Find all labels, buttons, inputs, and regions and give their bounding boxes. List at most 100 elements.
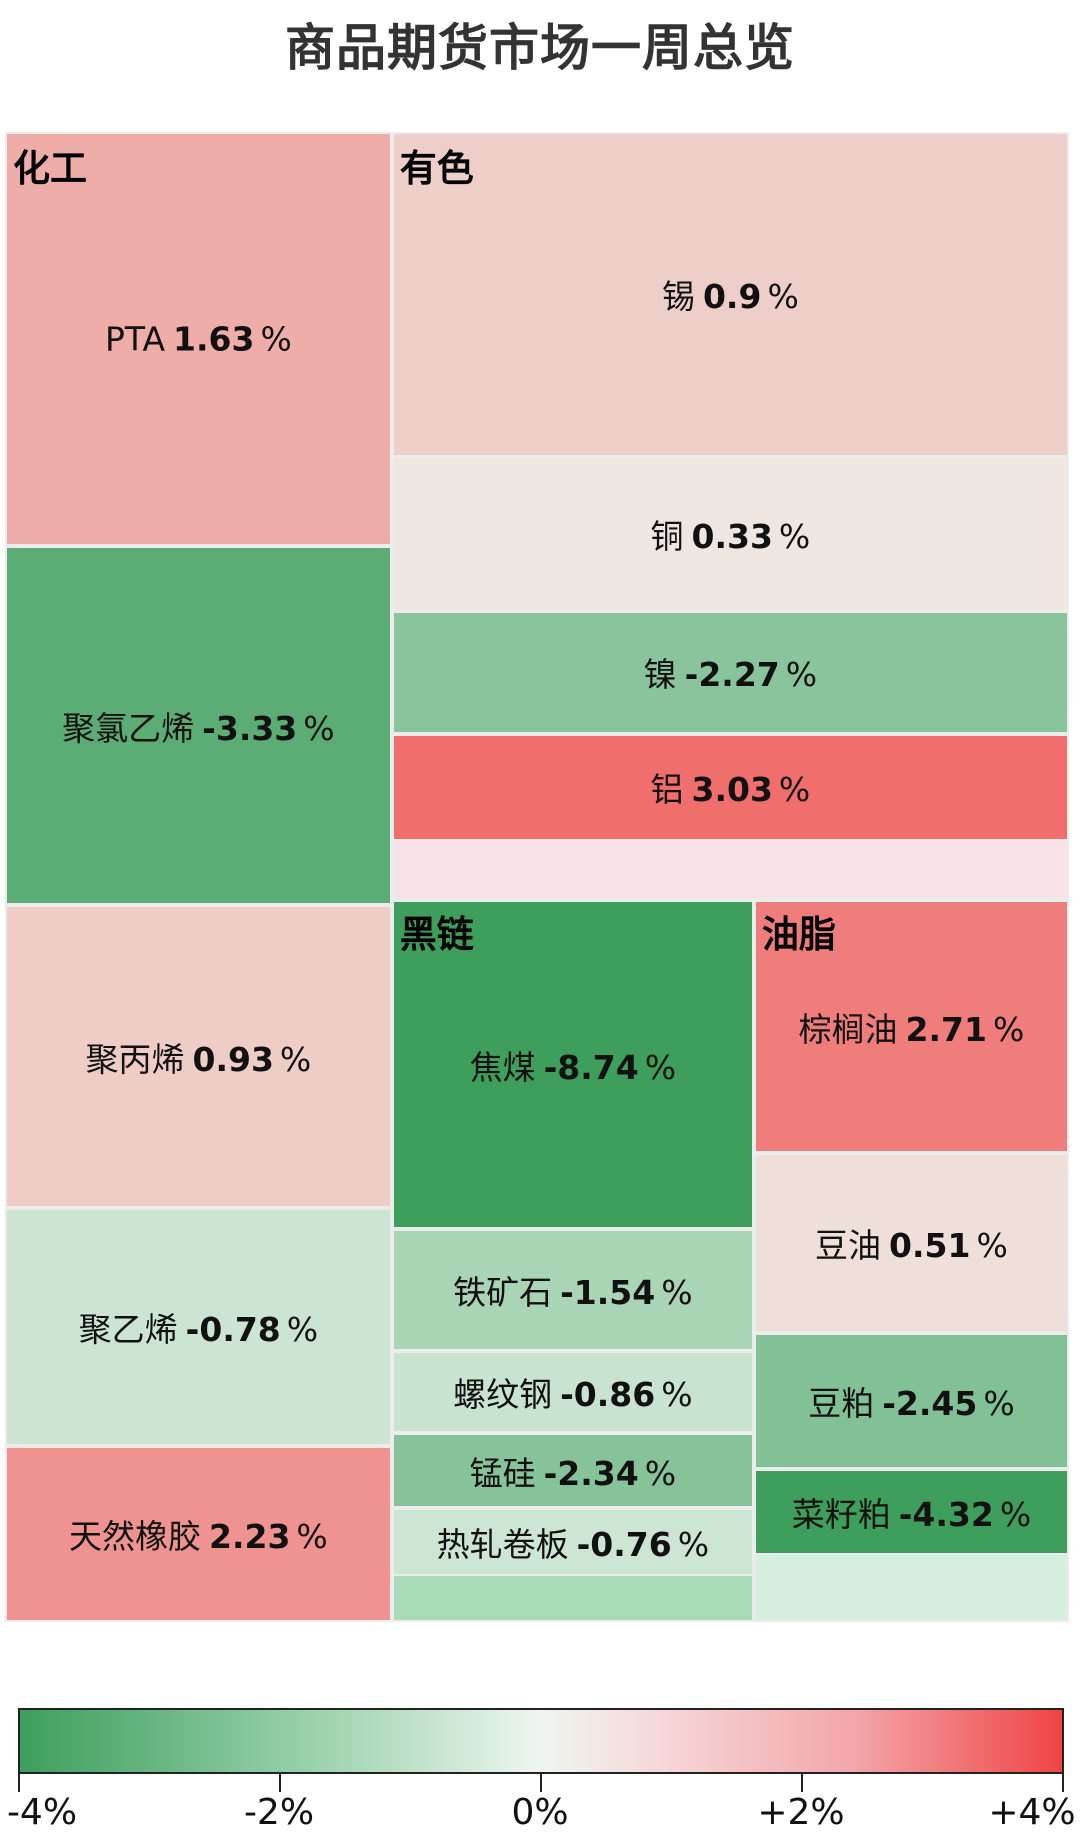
cell-name: 聚氯乙烯 xyxy=(62,708,195,748)
treemap-cell: 铁矿石 -1.54% xyxy=(391,1228,754,1351)
treemap-cell: 聚乙烯 -0.78% xyxy=(5,1207,392,1446)
cell-value: -2.27 xyxy=(684,655,780,695)
treemap-cell: 豆油 0.51% xyxy=(753,1152,1069,1334)
cell-name: 菜籽粕 xyxy=(791,1495,891,1535)
group-label: 化工 xyxy=(13,147,87,190)
cell-unit: % xyxy=(983,1384,1015,1424)
cell-value: -0.78 xyxy=(185,1309,281,1349)
cell-label: 锡 0.9% xyxy=(394,270,1067,318)
treemap-cell: 锡 0.9% xyxy=(391,132,1069,457)
group-label: 油脂 xyxy=(761,913,836,957)
treemap-cell: 焦煤 -8.74% xyxy=(391,900,754,1229)
treemap-cell: 铝 3.03% xyxy=(391,733,1069,841)
colorscale-tick-mark xyxy=(18,1774,20,1792)
cell-unit: % xyxy=(767,277,799,317)
colorscale-tick-label: +4% xyxy=(988,1792,1076,1833)
cell-label: 聚乙烯 -0.78% xyxy=(7,1303,390,1351)
cell-unit: % xyxy=(303,708,335,748)
cell-unit: % xyxy=(661,1375,693,1415)
cell-name: 镍 xyxy=(643,655,677,695)
colorscale-tick-mark xyxy=(279,1774,281,1792)
cell-unit: % xyxy=(976,1226,1008,1266)
cell-unit: % xyxy=(992,1009,1025,1049)
cell-label: 豆粕 -2.45% xyxy=(756,1377,1067,1425)
colorscale-tick-mark xyxy=(801,1774,803,1792)
cell-unit: % xyxy=(661,1272,693,1312)
cell-name: 铜 xyxy=(650,516,684,556)
cell-label: PTA 1.63% xyxy=(7,320,390,359)
colorscale-tick-label: 0% xyxy=(511,1792,569,1833)
cell-unit: % xyxy=(279,1039,312,1079)
treemap-cell: 豆粕 -2.45% xyxy=(753,1333,1069,1470)
cell-name: 螺纹钢 xyxy=(453,1375,553,1415)
cell-label: 锰硅 -2.34% xyxy=(394,1447,752,1495)
cell-label: 棕榈油 2.71% xyxy=(756,1003,1067,1051)
cell-value: 0.51 xyxy=(889,1226,971,1266)
colorscale-bar xyxy=(18,1708,1064,1774)
cell-label: 铁矿石 -1.54% xyxy=(394,1266,752,1314)
cell-value: -4.32 xyxy=(898,1495,994,1535)
cell-unit: % xyxy=(785,655,818,695)
group-label: 有色 xyxy=(399,147,474,190)
cell-label: 天然橡胶 2.23% xyxy=(7,1510,390,1558)
cell-value: 0.33 xyxy=(691,516,773,556)
treemap-cell: PTA 1.63% xyxy=(5,132,392,547)
treemap-cell: 聚氯乙烯 -3.33% xyxy=(5,546,392,906)
cell-name: 豆油 xyxy=(815,1226,882,1266)
cell-label: 铝 3.03% xyxy=(394,763,1067,811)
cell-label: 菜籽粕 -4.32% xyxy=(756,1488,1067,1536)
cell-name: 铝 xyxy=(650,770,684,810)
cell-value: 1.63 xyxy=(173,319,255,359)
cell-value: 2.71 xyxy=(905,1009,987,1049)
cell-name: 聚乙烯 xyxy=(78,1309,178,1349)
cell-unit: % xyxy=(286,1309,319,1349)
cell-name: PTA xyxy=(104,319,166,359)
colorscale-tick-label: -2% xyxy=(243,1792,315,1833)
cell-name: 聚丙烯 xyxy=(85,1039,185,1079)
cell-value: -0.76 xyxy=(576,1525,672,1565)
treemap-cell: 聚丙烯 0.93% xyxy=(5,905,392,1208)
colorscale-tick-mark xyxy=(540,1774,542,1792)
treemap-cell: 天然橡胶 2.23% xyxy=(5,1446,392,1622)
cell-label: 焦煤 -8.74% xyxy=(394,1041,752,1089)
cell-value: 0.9 xyxy=(702,277,762,317)
treemap-cell: 锰硅 -2.34% xyxy=(391,1433,754,1509)
cell-label: 螺纹钢 -0.86% xyxy=(394,1368,752,1416)
cell-unit: % xyxy=(644,1047,677,1087)
treemap-cell: 铜 0.33% xyxy=(391,456,1069,611)
chart-title: 商品期货市场一周总览 xyxy=(285,19,795,77)
cell-name: 豆粕 xyxy=(808,1384,875,1424)
cell-unit: % xyxy=(677,1525,710,1565)
treemap-cell: 镍 -2.27% xyxy=(391,610,1069,734)
cell-unit: % xyxy=(296,1517,328,1556)
colorscale-tick-label: -4% xyxy=(6,1792,78,1833)
cell-label: 豆油 0.51% xyxy=(756,1219,1067,1267)
cell-value: -0.86 xyxy=(560,1375,656,1415)
cell-value: -8.74 xyxy=(543,1047,639,1087)
treemap-cell: 螺纹钢 -0.86% xyxy=(391,1350,754,1434)
cell-label: 聚丙烯 0.93% xyxy=(7,1033,390,1081)
cell-name: 锡 xyxy=(661,277,695,317)
cell-value: -2.34 xyxy=(543,1453,639,1493)
cell-name: 焦煤 xyxy=(469,1047,536,1087)
cell-value: -3.33 xyxy=(202,708,298,748)
cell-unit: % xyxy=(778,516,811,556)
cell-label: 热轧卷板 -0.76% xyxy=(394,1518,752,1566)
cell-name: 铁矿石 xyxy=(453,1272,553,1312)
cell-unit: % xyxy=(644,1453,677,1493)
cell-unit: % xyxy=(260,319,292,359)
treemap-chart: PTA 1.63% 聚氯乙烯 -3.33% 聚丙烯 0.93% 聚乙烯 -0.78% 天然橡胶 2… xyxy=(5,132,1069,1622)
cell-name: 天然橡胶 xyxy=(69,1517,201,1556)
group-label: 黑链 xyxy=(399,913,474,957)
cell-value: 3.03 xyxy=(691,770,773,810)
cell-value: -1.54 xyxy=(560,1272,656,1312)
cell-value: 0.93 xyxy=(192,1039,274,1079)
colorscale-tick-mark xyxy=(1062,1774,1064,1792)
cell-value: -2.45 xyxy=(882,1384,978,1424)
cell-label: 聚氯乙烯 -3.33% xyxy=(7,702,390,750)
cell-label: 镍 -2.27% xyxy=(394,648,1067,696)
cell-unit: % xyxy=(778,770,811,810)
treemap-cell: 棕榈油 2.71% xyxy=(753,900,1069,1153)
cell-unit: % xyxy=(999,1495,1032,1535)
cell-name: 热轧卷板 xyxy=(436,1525,569,1565)
